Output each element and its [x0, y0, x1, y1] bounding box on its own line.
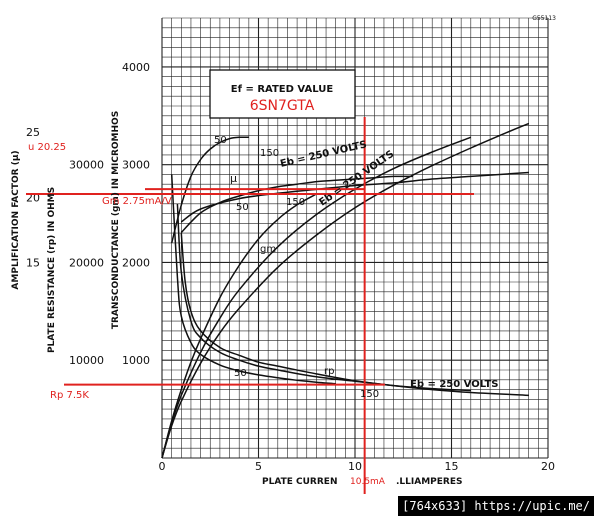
- legend-line-1: Ef = RATED VALUE: [231, 84, 334, 95]
- curve-rp-eb-50: [170, 174, 336, 385]
- current-annotation: 10.5mA: [350, 477, 386, 487]
- y-gm-tick-label: 2000: [122, 256, 150, 269]
- gm-symbol-label: gm: [260, 244, 276, 255]
- gm-50-label: 50: [236, 202, 249, 213]
- y-rp-tick-label: 30000: [69, 159, 104, 172]
- x-tick-label: 15: [445, 460, 459, 473]
- mu-50-label: 50: [214, 135, 227, 146]
- rp-symbol-label: rp: [324, 366, 334, 377]
- curve-mu-eb-250: [180, 171, 529, 223]
- rp-50-label: 50: [234, 368, 247, 379]
- curve-rp-eb-250: [180, 233, 529, 397]
- y-gm-tick-label: 1000: [122, 354, 150, 367]
- legend-tube-name: 6SN7GTA: [250, 98, 315, 114]
- legend-box: [209, 69, 356, 119]
- y-gm-tick-label: 3000: [122, 159, 150, 172]
- x-axis-title-tail: .LLIAMPERES: [396, 477, 462, 487]
- rp-eb-label: Eb = 250 VOLTS: [410, 379, 499, 390]
- mu-annotation: u 20.25: [28, 142, 66, 153]
- mu-150-label: 150: [260, 148, 279, 159]
- tick-labels: 0 5 10 15 20 1000 2000 3000 4000 10000 20000 30000 1…: [26, 61, 555, 473]
- figure-code: G55113: [532, 15, 556, 22]
- curves: [161, 122, 529, 459]
- x-axis-title: PLATE CURREN: [262, 477, 337, 487]
- y-mu-tick-label: 15: [26, 256, 40, 269]
- curve-gm-eb-150: [161, 136, 472, 459]
- y-mu-tick-label: 25: [26, 126, 40, 139]
- mu-symbol-label: μ: [230, 172, 237, 185]
- gm-150-label: 150: [286, 197, 305, 208]
- curve-gm-eb-250: [161, 122, 529, 459]
- y-rp-axis-title: PLATE RESISTANCE (rp) IN OHMS: [47, 187, 57, 353]
- curve-mu-eb-50: [170, 136, 249, 244]
- gm-annotation: Gm 2.75mA/V: [102, 196, 172, 207]
- rp-150-label: 150: [360, 389, 379, 400]
- y-rp-tick-label: 10000: [69, 354, 104, 367]
- x-tick-label: 0: [159, 460, 166, 473]
- rp-annotation: Rp 7.5K: [50, 390, 89, 401]
- y-gm-tick-label: 4000: [122, 61, 150, 74]
- footer-watermark[interactable]: [764x633] https://upic.me/: [398, 496, 594, 516]
- y-gm-axis-title: TRANSCONDUCTANCE (gm) IN MICROMHOS: [111, 111, 121, 329]
- curve-gm-eb-50: [161, 193, 317, 459]
- reference-lines: [26, 117, 474, 494]
- x-tick-label: 5: [255, 460, 262, 473]
- footer-bar: [764x633] https://upic.me/: [0, 496, 600, 516]
- y-rp-tick-label: 20000: [69, 256, 104, 269]
- x-tick-label: 10: [348, 460, 362, 473]
- y-mu-axis-title: AMPLIFICATION FACTOR (μ): [11, 150, 21, 289]
- x-tick-label: 20: [541, 460, 555, 473]
